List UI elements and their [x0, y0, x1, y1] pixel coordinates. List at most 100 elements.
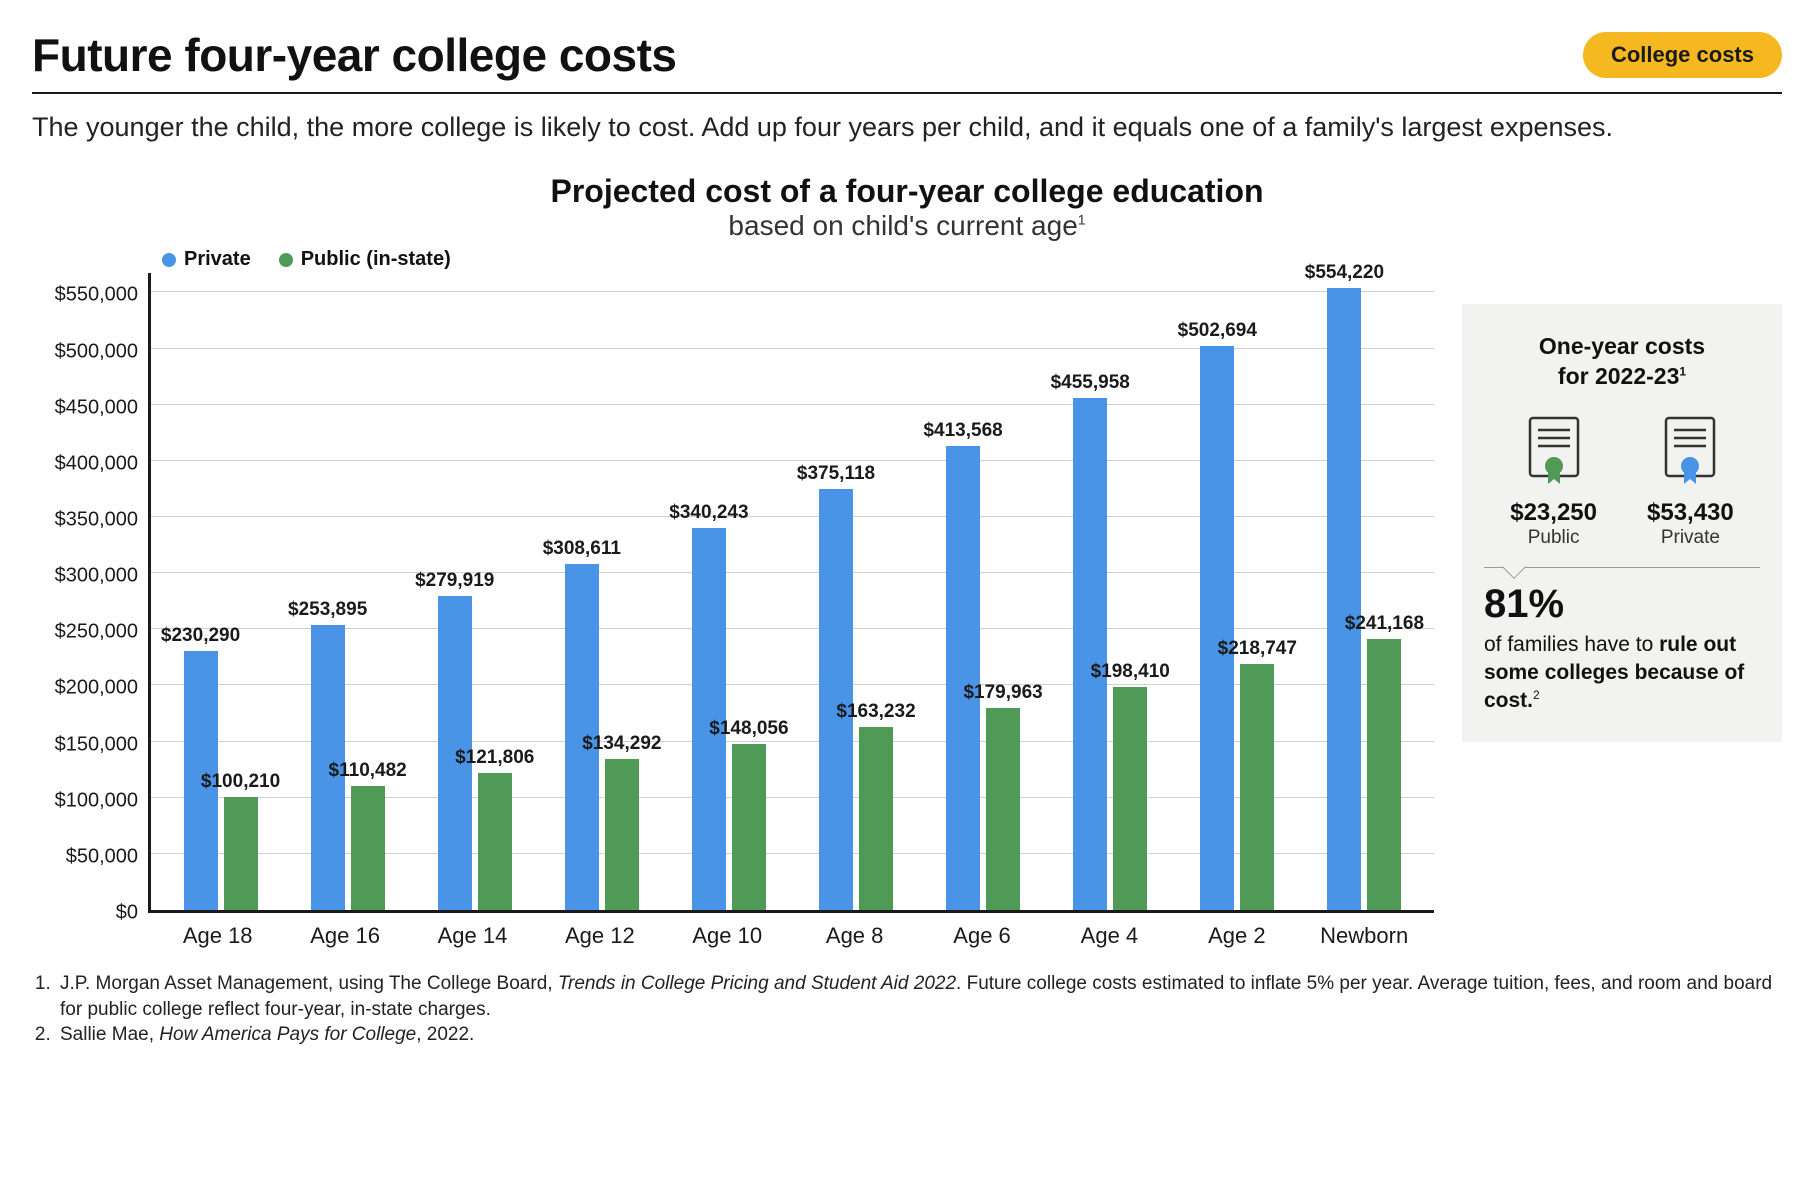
- y-tick-label: $150,000: [55, 733, 138, 756]
- bar-public: $218,747: [1240, 664, 1274, 910]
- bar-label-public: $134,292: [582, 733, 661, 755]
- bar-public: $110,482: [351, 786, 385, 910]
- x-tick-label: Age 4: [1064, 923, 1154, 949]
- y-axis: $0$50,000$100,000$150,000$200,000$250,00…: [32, 273, 148, 913]
- bar-label-private: $230,290: [161, 625, 240, 647]
- x-tick-label: Age 10: [682, 923, 772, 949]
- bar-label-public: $121,806: [455, 747, 534, 769]
- footnote-1: J.P. Morgan Asset Management, using The …: [56, 971, 1782, 1022]
- document-icon-private: [1660, 414, 1720, 486]
- bar-group: $253,895$110,482: [311, 273, 385, 910]
- bar-label-private: $502,694: [1178, 320, 1257, 342]
- bar-label-private: $340,243: [669, 502, 748, 524]
- x-tick-label: Age 12: [555, 923, 645, 949]
- sidebar-box: One-year costs for 2022-231 $23,250 Publ…: [1462, 304, 1782, 742]
- public-cost-label: Public: [1510, 527, 1597, 549]
- bar-public: $121,806: [478, 773, 512, 910]
- y-tick-label: $250,000: [55, 621, 138, 644]
- y-tick-label: $500,000: [55, 340, 138, 363]
- bar-private: $502,694: [1200, 346, 1234, 910]
- x-tick-label: Age 14: [427, 923, 517, 949]
- public-cost-value: $23,250: [1510, 499, 1597, 527]
- legend-label-private: Private: [184, 248, 251, 271]
- x-axis: Age 18 Age 16 Age 14 Age 12 Age 10 Age 8 Age 6…: [148, 913, 1434, 949]
- y-tick-label: $550,000: [55, 284, 138, 307]
- bar-public: $198,410: [1113, 687, 1147, 910]
- bar-private: $554,220: [1327, 288, 1361, 910]
- bar-label-public: $148,056: [709, 718, 788, 740]
- bar-label-public: $218,747: [1218, 638, 1297, 660]
- bar-label-private: $375,118: [797, 463, 875, 485]
- bar-label-public: $198,410: [1091, 661, 1170, 683]
- chart-container: Private Public (in-state) $0 $50,000 $100,…: [32, 248, 1434, 949]
- bar-private: $455,958: [1073, 398, 1107, 910]
- x-tick-label: Age 8: [810, 923, 900, 949]
- bar-group: $375,118$163,232: [819, 273, 893, 910]
- footnotes: J.P. Morgan Asset Management, using The …: [32, 971, 1782, 1048]
- bar-public: $134,292: [605, 759, 639, 910]
- bar-label-private: $253,895: [288, 599, 367, 621]
- x-tick-label: Newborn: [1319, 923, 1409, 949]
- x-tick-label: Age 16: [300, 923, 390, 949]
- category-badge: College costs: [1583, 32, 1782, 78]
- y-tick-label: $0: [116, 902, 138, 925]
- document-icon-public: [1524, 414, 1584, 486]
- page-title: Future four-year college costs: [32, 28, 677, 82]
- page-subtitle: The younger the child, the more college …: [32, 112, 1782, 143]
- y-tick-label: $50,000: [66, 845, 138, 868]
- cost-column-public: $23,250 Public: [1510, 414, 1597, 549]
- bar-public: $163,232: [859, 727, 893, 910]
- bar-label-public: $163,232: [836, 701, 915, 723]
- y-tick-label: $350,000: [55, 509, 138, 532]
- sidebar-title: One-year costs for 2022-231: [1484, 332, 1760, 392]
- x-tick-label: Age 2: [1192, 923, 1282, 949]
- x-tick-label: Age 18: [173, 923, 263, 949]
- bar-group: $502,694$218,747: [1200, 273, 1274, 910]
- bar-label-private: $455,958: [1051, 372, 1130, 394]
- private-cost-label: Private: [1647, 527, 1734, 549]
- legend-dot-private: [162, 253, 176, 267]
- bar-group: $308,611$134,292: [565, 273, 639, 910]
- chart-legend: Private Public (in-state): [32, 248, 1434, 271]
- y-tick-label: $100,000: [55, 789, 138, 812]
- bar-group: $279,919$121,806: [438, 273, 512, 910]
- bar-label-private: $554,220: [1305, 262, 1384, 284]
- bar-group: $340,243$148,056: [692, 273, 766, 910]
- bar-label-private: $308,611: [543, 538, 621, 560]
- bar-group: $413,568$179,963: [946, 273, 1020, 910]
- bar-label-public: $110,482: [329, 760, 407, 782]
- legend-label-public: Public (in-state): [301, 248, 451, 271]
- legend-item-private: Private: [162, 248, 251, 271]
- bar-group: $554,220$241,168: [1327, 273, 1401, 910]
- x-tick-label: Age 6: [937, 923, 1027, 949]
- bar-label-public: $241,168: [1345, 613, 1424, 635]
- chart-subtitle: based on child's current age1: [32, 210, 1782, 242]
- y-tick-label: $200,000: [55, 677, 138, 700]
- bar-public: $148,056: [732, 744, 766, 910]
- bar-label-private: $413,568: [923, 420, 1002, 442]
- bar-group: $455,958$198,410: [1073, 273, 1147, 910]
- y-tick-label: $300,000: [55, 565, 138, 588]
- bar-public: $179,963: [986, 708, 1020, 910]
- sidebar-divider: [1484, 567, 1760, 568]
- legend-dot-public: [279, 253, 293, 267]
- cost-column-private: $53,430 Private: [1647, 414, 1734, 549]
- bars-row: $230,290$100,210$253,895$110,482$279,919…: [151, 273, 1434, 910]
- bar-private: $413,568: [946, 446, 980, 910]
- footnote-2: Sallie Mae, How America Pays for College…: [56, 1022, 1782, 1048]
- bar-private: $375,118: [819, 489, 853, 910]
- legend-item-public: Public (in-state): [279, 248, 451, 271]
- bar-public: $241,168: [1367, 639, 1401, 910]
- stat-percentage: 81%: [1484, 582, 1760, 627]
- bar-group: $230,290$100,210: [184, 273, 258, 910]
- chart-title: Projected cost of a four-year college ed…: [32, 173, 1782, 210]
- y-tick-label: $450,000: [55, 396, 138, 419]
- bar-public: $100,210: [224, 797, 258, 910]
- bar-label-private: $279,919: [415, 570, 494, 592]
- stat-text: of families have to rule out some colleg…: [1484, 631, 1760, 716]
- y-tick-label: $400,000: [55, 452, 138, 475]
- bar-label-public: $100,210: [201, 771, 280, 793]
- plot-area: $230,290$100,210$253,895$110,482$279,919…: [148, 273, 1434, 913]
- bar-label-public: $179,963: [963, 682, 1042, 704]
- private-cost-value: $53,430: [1647, 499, 1734, 527]
